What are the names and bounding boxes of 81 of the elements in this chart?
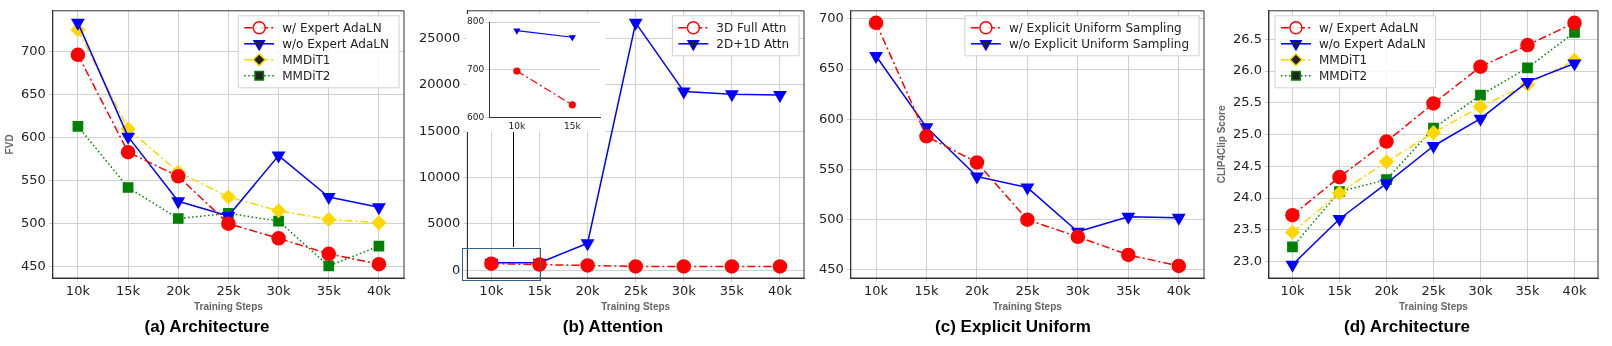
x-tick-label: 40k [1166,283,1192,299]
x-tick-label: 25k [216,283,241,299]
legend-label: w/ Expert AdaLN [1318,20,1419,35]
y-tick-label: 0 [452,261,461,277]
y-tick-label: 10000 [419,168,461,184]
legend-label: w/o Expert AdaLN [1318,36,1426,51]
legend-label: MMDiT2 [282,68,331,83]
y-axis-title: FVD [3,134,15,155]
x-tick-label: 30k [671,283,697,299]
x-axis-title: Training Steps [601,301,671,313]
x-axis-title: Training Steps [1399,301,1469,313]
y-tick-label: 650 [20,85,46,101]
y-tick-label: 600 [20,128,46,144]
legend-label: w/ Explicit Uniform Sampling [1008,20,1182,35]
x-tick-label: 40k [366,283,392,299]
y-tick-label: 550 [818,160,844,176]
y-tick-label: 800 [466,16,485,27]
x-tick-label: 25k [1421,283,1446,299]
y-tick-label: 650 [818,60,844,76]
x-tick-label: 30k [1468,283,1493,299]
x-tick-label: 35k [1116,283,1141,299]
x-tick-label: 10k [65,283,91,299]
x-tick-label: 35k [316,283,342,299]
y-tick-label: 26.5 [1232,30,1262,46]
legend-label: 2D+1D Attn [716,36,790,51]
x-tick-label: 20k [575,283,601,299]
x-tick-label: 35k [1515,283,1540,299]
y-tick-label: 24.0 [1232,189,1262,205]
x-tick-label: 10k [864,283,889,299]
legend-label: MMDiT1 [1318,52,1368,67]
legend-label: w/o Explicit Uniform Sampling [1008,36,1190,51]
x-tick-label: 40k [767,283,793,299]
x-tick-label: 40k [1562,283,1587,299]
x-tick-label: 30k [266,283,292,299]
x-tick-label: 25k [623,283,649,299]
x-tick-label: 20k [166,283,191,299]
y-tick-label: 500 [20,215,46,231]
y-tick-label: 23.5 [1232,221,1262,237]
y-tick-label: 23.0 [1232,252,1262,268]
legend-label: MMDiT1 [282,52,331,67]
y-tick-label: 450 [20,258,46,274]
y-tick-label: 25.5 [1232,94,1262,110]
text: (a) Architecture [144,317,270,337]
x-axis-title: Training Steps [193,301,264,313]
y-tick-label: 25.0 [1232,125,1262,141]
x-tick-label: 20k [1374,283,1399,299]
text: (d) Architecture [1344,317,1470,337]
y-axis-title: CLIP4Clip Score [1215,105,1227,184]
y-tick-label: 26.0 [1232,62,1262,78]
y-tick-label: 25000 [419,29,461,45]
x-tick-label: 30k [1065,283,1091,299]
legend-label: w/ Expert AdaLN [282,20,382,35]
y-tick-label: 450 [818,261,844,277]
text: (b) Attention [562,317,664,337]
y-tick-label: 700 [466,63,485,74]
x-tick-label: 10k [1280,283,1305,299]
y-tick-label: 5000 [427,215,461,231]
y-tick-label: 600 [466,111,485,122]
x-axis-title: Training Steps [992,301,1063,313]
y-tick-label: 700 [20,42,46,58]
legend-label: w/o Expert AdaLN [282,36,389,51]
x-tick-label: 15k [116,283,141,299]
y-tick-label: 600 [818,110,844,126]
x-tick-label: 25k [1015,283,1040,299]
x-tick-label: 35k [719,283,745,299]
y-tick-label: 550 [20,171,46,187]
y-tick-label: 20000 [419,76,461,92]
x-tick-label: 10k [479,283,504,299]
x-tick-label: 15k [527,283,552,299]
x-tick-label: 15k [1327,283,1352,299]
legend-label: 3D Full Attn [716,20,787,35]
x-tick-label: 15k [563,120,582,131]
y-tick-label: 15000 [419,122,461,138]
y-tick-label: 500 [818,211,844,227]
y-tick-label: 24.5 [1232,157,1262,173]
x-tick-label: 20k [964,283,990,299]
y-tick-label: 700 [818,10,844,26]
text: (c) Explicit Uniform [935,317,1091,337]
x-tick-label: 15k [914,283,939,299]
legend-label: MMDiT2 [1318,68,1368,83]
x-tick-label: 10k [508,120,526,131]
